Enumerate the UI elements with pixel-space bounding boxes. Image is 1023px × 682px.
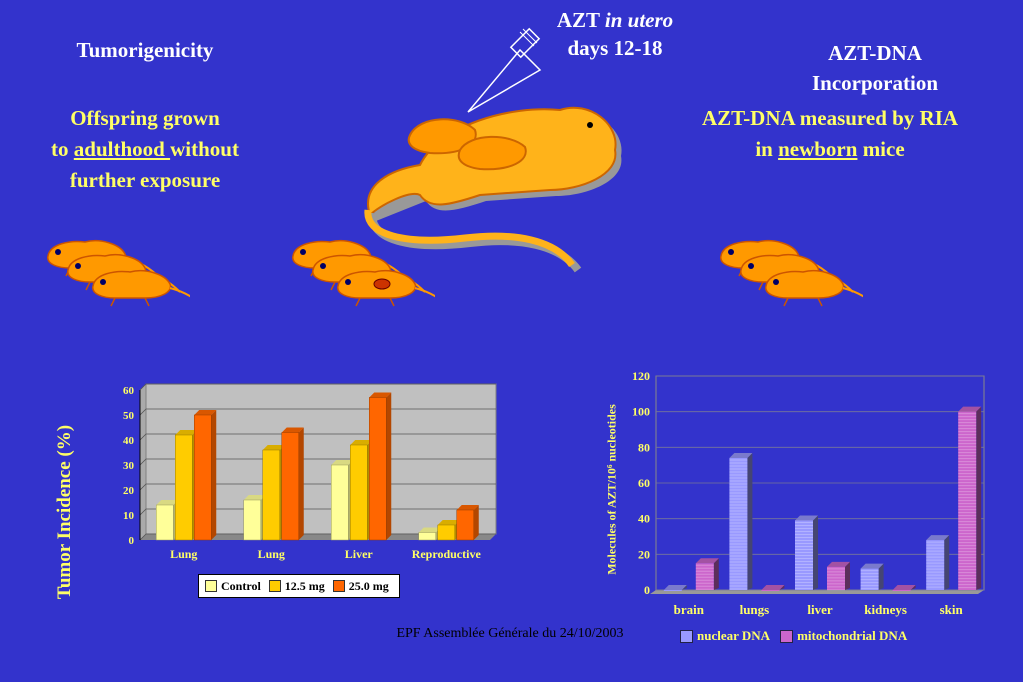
mice-group-left xyxy=(47,240,190,307)
chart1-ytick: 60 xyxy=(123,385,135,397)
chart1-ytick: 0 xyxy=(129,535,135,547)
mice-group-middle xyxy=(292,240,435,307)
tumor-incidence-chart: 0 10 20 30 40 50 60 Lung Lung Liver Reproductive xyxy=(123,383,497,561)
chart2-bar xyxy=(695,558,719,590)
chart1-bar xyxy=(156,500,179,541)
chart2-bar xyxy=(761,585,785,591)
chart2-bar xyxy=(663,585,687,591)
offspring-line1: Offspring grown xyxy=(70,106,220,130)
azt-prefix: AZT xyxy=(556,8,605,32)
chart2-ytick: 80 xyxy=(638,440,650,454)
chart1-bar xyxy=(331,460,354,541)
azt-dna-line2: Incorporation xyxy=(812,71,938,95)
chart2-xtick: kidneys xyxy=(864,602,907,617)
chart1-gridline xyxy=(139,383,496,391)
ria-in: in xyxy=(755,137,779,161)
chart2-bar xyxy=(926,535,950,590)
pregnant-mouse-illustration xyxy=(364,106,622,273)
offspring-to: to xyxy=(51,137,74,161)
mouse-icon xyxy=(92,270,190,307)
ria-newborn: newborn xyxy=(778,137,858,161)
mouse-icon xyxy=(765,270,863,307)
legend-control-swatch xyxy=(205,580,217,592)
footer-text: EPF Assemblée Générale du 24/10/2003 xyxy=(396,626,624,641)
chart1-ytick: 20 xyxy=(123,485,135,497)
chart2-ytick: 60 xyxy=(638,476,650,490)
legend-nuclear: nuclear DNA xyxy=(680,628,770,644)
chart1-bar xyxy=(175,430,198,541)
chart2-xtick: brain xyxy=(674,602,705,617)
chart1-bar xyxy=(243,495,266,541)
tumor-icon xyxy=(373,278,391,290)
chart1-legend: Control 12.5 mg 25.0 mg xyxy=(198,574,400,598)
azt-italic: in utero xyxy=(604,8,674,32)
chart2-xtick: skin xyxy=(940,602,964,617)
legend-control: Control xyxy=(205,579,261,594)
offspring-text: Offspring grown to adulthood without fur… xyxy=(20,103,270,196)
chart1-bar xyxy=(281,427,304,541)
chart1-bar xyxy=(418,527,441,541)
chart1-bar xyxy=(437,520,460,541)
ria-text: AZT-DNA measured by RIA in newborn mice xyxy=(650,103,1010,165)
chart1-bar xyxy=(194,410,217,541)
chart1-ytick: 10 xyxy=(123,510,135,522)
legend-12-5mg: 12.5 mg xyxy=(268,578,325,594)
chart2-ytick: 20 xyxy=(638,547,650,561)
chart1-bar xyxy=(369,392,392,541)
chart2-bar xyxy=(958,406,982,590)
legend-nuclear-label: nuclear DNA xyxy=(697,628,771,643)
chart1-ytick: 40 xyxy=(123,435,135,447)
offspring-line3: further exposure xyxy=(69,168,221,192)
chart1-bar xyxy=(350,440,373,541)
legend-nuclear-swatch xyxy=(680,629,693,643)
chart2-ytick: 40 xyxy=(638,512,650,526)
syringe-illustration xyxy=(467,27,542,113)
chart1-ytick: 30 xyxy=(123,460,135,472)
chart2-legend: nuclear DNA mitochondrial DNA xyxy=(680,628,907,644)
chart2-ytick: 120 xyxy=(632,369,650,383)
chart2-ytick: 100 xyxy=(632,405,650,419)
chart1-xtick: Reproductive xyxy=(412,547,482,561)
chart2-bar xyxy=(729,453,753,590)
legend-mito-swatch xyxy=(780,629,794,643)
legend-control-label: Control xyxy=(221,578,261,593)
azt-dna-chart: 0 20 40 60 80 100 120 brain lungs liver kidneys ski… xyxy=(632,369,985,617)
chart2-bar xyxy=(827,561,850,591)
chart2-bar xyxy=(892,585,916,591)
legend-mito-label: mitochondrial DNA xyxy=(797,628,908,643)
chart1-ylabel: Tumor Incidence (%) xyxy=(54,424,75,600)
legend-12-5mg-label: 12.5 mg xyxy=(284,578,325,593)
chart1-floor xyxy=(140,534,496,540)
chart1-bar xyxy=(456,505,479,541)
tumorigenicity-heading: Tumorigenicity xyxy=(76,38,214,62)
legend-mito: mitochondrial DNA xyxy=(780,628,907,644)
legend-12-5mg-swatch xyxy=(268,580,281,592)
chart2-ytick: 0 xyxy=(644,583,650,597)
offspring-adulthood: adulthood xyxy=(73,137,171,161)
chart2-floor xyxy=(650,590,984,594)
azt-in-utero-heading: AZT in utero days 12-18 xyxy=(520,6,710,62)
chart2-xtick: liver xyxy=(807,602,832,617)
ria-line1: AZT-DNA measured by RIA xyxy=(701,106,959,130)
legend-25mg-swatch xyxy=(332,580,345,592)
chart2-bar xyxy=(860,563,884,590)
chart1-bar xyxy=(262,445,285,541)
mice-group-right xyxy=(720,240,863,307)
chart1-ytick: 50 xyxy=(123,410,135,422)
chart1-xtick: Liver xyxy=(345,547,374,561)
mouse-icon xyxy=(337,270,435,307)
ria-mice: mice xyxy=(857,137,905,161)
legend-25mg-label: 25.0 mg xyxy=(348,578,389,593)
chart1-xtick: Lung xyxy=(258,547,285,561)
chart2-bar xyxy=(795,515,818,590)
chart1-xtick: Lung xyxy=(170,547,197,561)
azt-dna-heading: AZT-DNA Incorporation xyxy=(770,38,980,98)
chart2-xtick: lungs xyxy=(740,602,770,617)
offspring-without: without xyxy=(170,137,239,161)
legend-25mg: 25.0 mg xyxy=(332,578,389,594)
azt-dna-line1: AZT-DNA xyxy=(828,41,922,65)
azt-days: days 12-18 xyxy=(567,36,663,60)
